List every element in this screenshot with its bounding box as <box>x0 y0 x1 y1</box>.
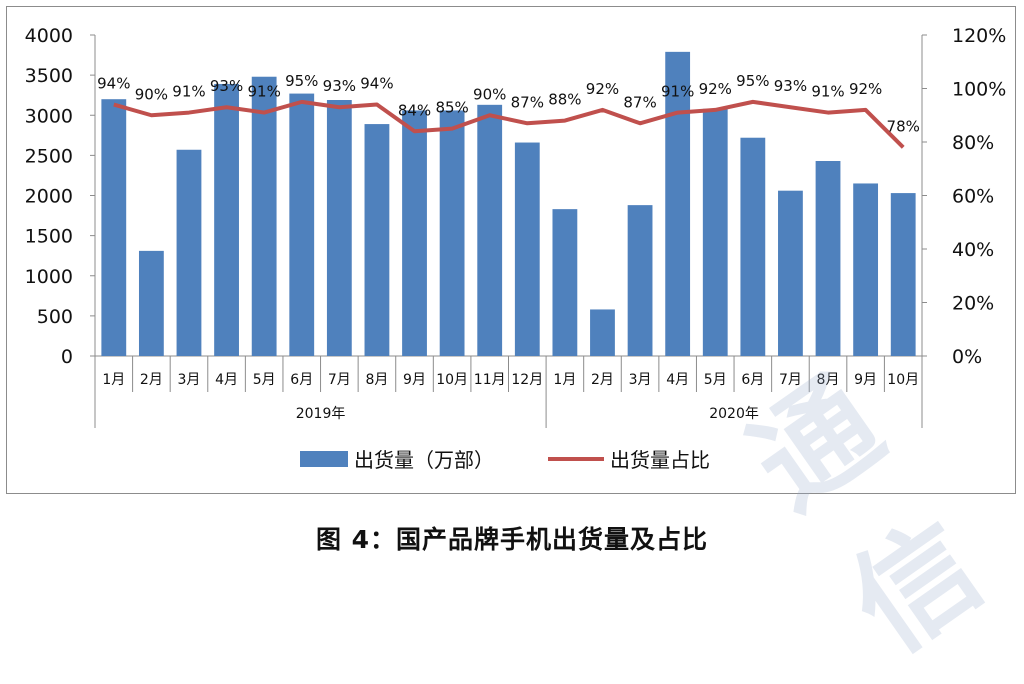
bar <box>740 137 766 356</box>
y-tick-label-left: 1000 <box>25 266 73 288</box>
bar <box>439 110 465 356</box>
data-label: 87% <box>623 93 656 111</box>
bar <box>477 104 503 356</box>
data-label: 95% <box>736 72 769 90</box>
y-tick-label-right: 120% <box>952 25 1006 47</box>
x-tick-label: 5月 <box>704 372 727 388</box>
bar <box>627 205 653 356</box>
bar <box>702 108 728 356</box>
data-label: 93% <box>323 77 356 95</box>
data-label: 92% <box>699 80 732 98</box>
data-label: 94% <box>360 75 393 93</box>
data-label: 93% <box>210 77 243 95</box>
chart-frame <box>6 6 1016 494</box>
bar <box>853 183 879 356</box>
data-label: 84% <box>398 101 431 119</box>
bar <box>326 100 352 356</box>
x-tick-label: 6月 <box>290 372 313 388</box>
y-tick-label-right: 80% <box>952 132 994 154</box>
data-label: 91% <box>811 83 844 101</box>
y-tick-label-left: 4000 <box>25 25 73 47</box>
y-tick-label-left: 2000 <box>25 186 73 208</box>
x-tick-label: 9月 <box>854 372 877 388</box>
x-tick-label: 8月 <box>365 372 388 388</box>
x-tick-label: 4月 <box>666 372 689 388</box>
bar <box>364 124 390 356</box>
x-tick-label: 7月 <box>328 372 351 388</box>
y-tick-label-right: 60% <box>952 186 994 208</box>
legend-swatch-bar <box>300 451 348 467</box>
group-label: 2019年 <box>296 406 346 422</box>
x-tick-label: 11月 <box>474 372 506 388</box>
data-label: 90% <box>473 85 506 103</box>
y-tick-label-left: 2500 <box>25 145 73 167</box>
x-tick-label: 7月 <box>779 372 802 388</box>
x-tick-label: 1月 <box>553 372 576 388</box>
x-tick-label: 5月 <box>253 372 276 388</box>
figure-caption: 图 4：国产品牌手机出货量及占比 <box>315 525 709 554</box>
chart-svg: 0 500 1000 1500 2000 2500 3000 3500 4000 0% 20% 40%… <box>25 25 1007 472</box>
x-tick-label: 2月 <box>591 372 614 388</box>
bar <box>402 110 427 356</box>
y-tick-label-left: 3500 <box>25 65 73 87</box>
data-label: 91% <box>247 83 280 101</box>
y-tick-label-left: 3000 <box>25 105 73 127</box>
y-tick-label-left: 500 <box>37 306 73 328</box>
x-tick-label: 12月 <box>511 372 543 388</box>
data-label: 85% <box>435 99 468 117</box>
bar <box>176 149 202 356</box>
data-label: 87% <box>511 93 544 111</box>
x-tick-label: 3月 <box>178 372 201 388</box>
x-tick-label: 3月 <box>629 372 652 388</box>
x-tick-label: 1月 <box>102 372 125 388</box>
bar <box>214 83 239 356</box>
y-tick-label-right: 40% <box>952 239 994 261</box>
data-label: 91% <box>661 83 694 101</box>
data-label: 94% <box>97 75 130 93</box>
y-tick-label-right: 0% <box>952 346 982 368</box>
y-tick-label-left: 0 <box>61 346 73 368</box>
y-tick-label-right: 20% <box>952 293 994 315</box>
bar <box>552 209 578 356</box>
x-tick-label: 8月 <box>817 372 840 388</box>
legend-label-bar: 出货量（万部） <box>354 448 494 472</box>
x-tick-label: 9月 <box>403 372 426 388</box>
data-label: 92% <box>849 80 882 98</box>
x-tick-label: 10月 <box>436 372 468 388</box>
data-label: 88% <box>548 91 581 109</box>
bar <box>514 142 540 356</box>
bar <box>890 193 916 356</box>
legend-label-line: 出货量占比 <box>610 448 710 472</box>
x-tick-label: 2月 <box>140 372 163 388</box>
data-label: 90% <box>135 85 168 103</box>
y-tick-label-left: 1500 <box>25 226 73 248</box>
bar <box>251 76 277 356</box>
line-series <box>113 99 905 149</box>
bar <box>138 250 164 356</box>
data-label: 93% <box>774 77 807 95</box>
x-tick-label: 6月 <box>741 372 764 388</box>
bar <box>289 93 315 357</box>
x-tick-label: 4月 <box>215 372 238 388</box>
data-label: 92% <box>586 80 619 98</box>
x-tick-label: 10月 <box>887 372 919 388</box>
bar <box>778 190 803 356</box>
data-label: 95% <box>285 72 318 90</box>
group-label: 2020年 <box>709 406 759 422</box>
bar <box>815 160 841 356</box>
data-label: 78% <box>887 117 920 135</box>
y-tick-label-right: 100% <box>952 79 1006 101</box>
bar <box>665 51 691 356</box>
bar <box>590 309 615 356</box>
data-label: 91% <box>172 83 205 101</box>
bar <box>101 99 127 356</box>
